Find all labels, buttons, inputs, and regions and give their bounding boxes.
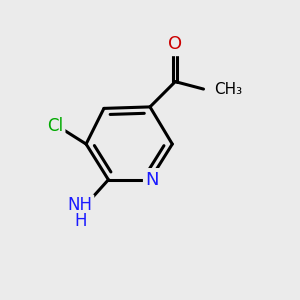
Text: CH₃: CH₃ [214,82,242,97]
Text: H: H [74,212,86,230]
Text: NH: NH [68,196,93,214]
Text: Cl: Cl [47,117,63,135]
Text: O: O [168,35,182,53]
Text: N: N [146,171,159,189]
